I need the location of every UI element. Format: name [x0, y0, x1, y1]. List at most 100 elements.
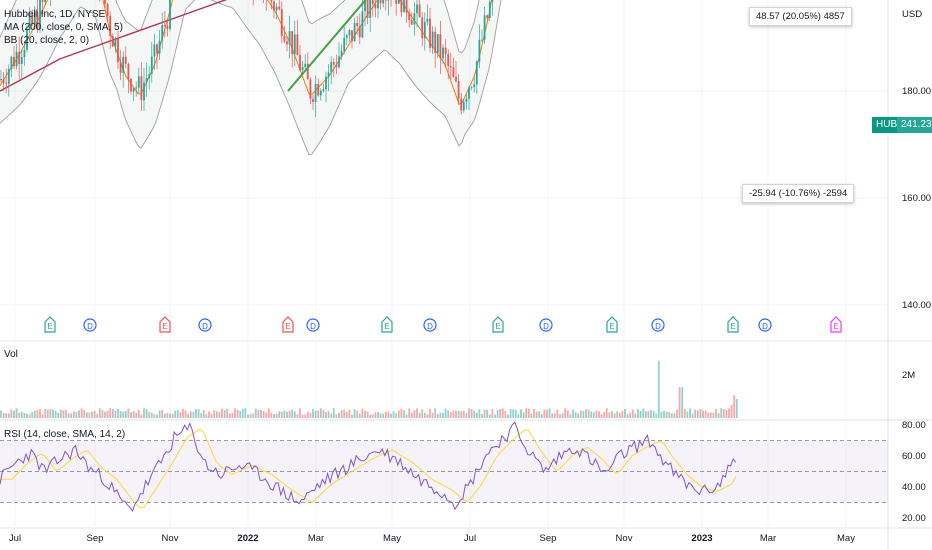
- volume-bar: [384, 411, 387, 418]
- earnings-marker[interactable]: [606, 316, 618, 333]
- candle-body: [317, 83, 320, 96]
- candle-body: [291, 31, 294, 55]
- candle-body: [483, 15, 486, 40]
- dividend-marker[interactable]: [423, 318, 437, 332]
- volume-bar: [301, 414, 304, 418]
- earnings-marker[interactable]: [830, 316, 842, 333]
- time-tick-label: 2023: [691, 533, 712, 544]
- candle-body: [377, 0, 379, 9]
- candle-body: [460, 98, 463, 111]
- candle-body: [327, 72, 330, 77]
- volume-bar: [728, 408, 730, 418]
- candle-body: [26, 29, 28, 50]
- volume-bar: [10, 409, 13, 418]
- volume-bar: [247, 414, 249, 418]
- volume-bar: [683, 408, 686, 418]
- volume-bar: [696, 410, 699, 418]
- candle-body: [143, 82, 145, 101]
- volume-bar: [483, 409, 486, 418]
- dividend-marker[interactable]: [306, 318, 320, 332]
- dividend-marker[interactable]: [651, 318, 665, 332]
- earnings-marker[interactable]: [282, 316, 294, 333]
- candle-body: [384, 0, 387, 1]
- volume-bar: [709, 412, 712, 418]
- volume-bar: [551, 413, 554, 418]
- candle-body: [322, 89, 325, 91]
- earnings-marker[interactable]: [381, 316, 393, 333]
- dividend-marker[interactable]: [198, 318, 212, 332]
- volume-bar: [426, 414, 429, 418]
- legend-ma[interactable]: MA (200, close, 0, SMA, 5): [4, 22, 123, 33]
- volume-bar: [80, 408, 83, 418]
- volume-bar: [161, 409, 164, 418]
- candle-body: [20, 57, 23, 64]
- rsi-ma-line: [0, 428, 737, 509]
- candle-body: [33, 11, 36, 24]
- earnings-marker[interactable]: [727, 316, 739, 333]
- volume-bar: [366, 411, 369, 418]
- volume-bar: [624, 408, 626, 418]
- measure-up-label: 48.57 (20.05%) 4857: [749, 7, 852, 26]
- candle-body: [270, 0, 273, 2]
- volume-bar: [670, 413, 673, 418]
- candle-body: [41, 0, 44, 2]
- bb-lower-band: [0, 0, 502, 156]
- volume-bar: [231, 413, 234, 418]
- event-letter: D: [310, 322, 316, 331]
- volume-bar: [395, 413, 398, 418]
- dividend-marker[interactable]: [539, 318, 553, 332]
- volume-bar: [548, 408, 551, 418]
- volume-bar: [52, 409, 54, 418]
- volume-bar: [249, 414, 252, 418]
- candle-body: [332, 62, 335, 65]
- candle-body: [442, 47, 444, 59]
- earnings-marker[interactable]: [159, 316, 171, 333]
- volume-bar: [319, 408, 322, 418]
- volume-bar: [202, 410, 205, 418]
- candle-body: [325, 76, 327, 90]
- volume-bar: [447, 410, 450, 418]
- candle-body: [338, 56, 340, 68]
- volume-bar: [127, 408, 130, 418]
- volume-bar: [325, 411, 327, 418]
- volume-bar: [93, 410, 96, 418]
- volume-bar: [88, 412, 91, 418]
- candle-body: [457, 81, 460, 99]
- volume-bar: [374, 412, 377, 418]
- candle-body: [423, 21, 426, 39]
- volume-bar: [665, 411, 668, 418]
- volume-bar: [353, 409, 356, 418]
- volume-bar: [260, 409, 262, 418]
- candle-body: [416, 4, 418, 14]
- volume-bar: [197, 409, 200, 418]
- earnings-marker[interactable]: [44, 316, 56, 333]
- volume-bar: [275, 413, 278, 418]
- volume-bar: [54, 410, 57, 418]
- volume-bar: [663, 410, 665, 418]
- legend-bb[interactable]: BB (20, close, 2, 0): [4, 35, 90, 46]
- volume-bar: [104, 411, 106, 418]
- candle-body: [145, 78, 148, 83]
- earnings-marker[interactable]: [492, 316, 504, 333]
- candle-body: [343, 37, 346, 52]
- volume-bar: [135, 412, 138, 418]
- volume-bar: [616, 411, 619, 418]
- candle-body: [356, 22, 359, 27]
- candle-body: [358, 26, 361, 38]
- volume-bar: [618, 412, 621, 418]
- volume-bar: [626, 414, 629, 418]
- candle-body: [345, 35, 348, 38]
- volume-label: Vol: [4, 349, 18, 360]
- volume-bar: [31, 411, 34, 418]
- candle-body: [478, 39, 481, 62]
- volume-bar: [265, 412, 268, 418]
- volume-bar: [356, 410, 359, 418]
- dividend-marker[interactable]: [83, 318, 97, 332]
- dividend-marker[interactable]: [758, 318, 772, 332]
- volume-bar: [124, 410, 127, 418]
- candle-body: [283, 35, 286, 42]
- volume-bar: [176, 410, 179, 418]
- volume-bar: [553, 413, 556, 418]
